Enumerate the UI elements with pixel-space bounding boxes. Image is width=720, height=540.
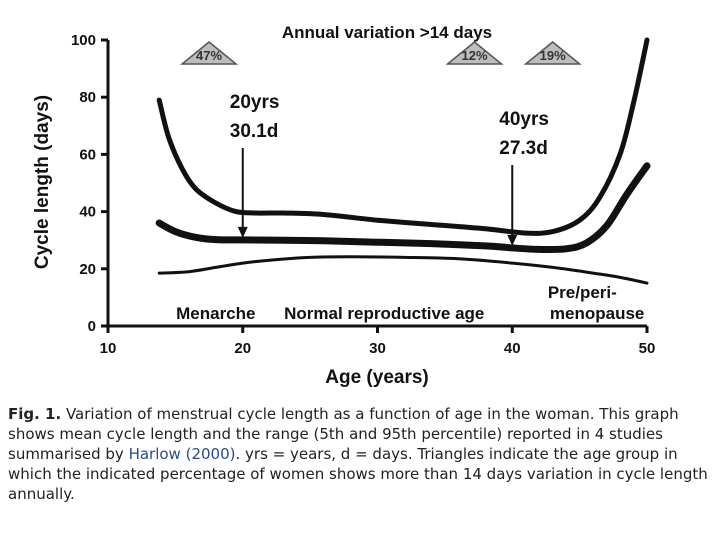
cycle-length-chart: 0 20 40 60 80 100 10 20 30 40 50 47% 12% 19% 20yrs 30.… (32, 23, 655, 388)
y-tick-label: 80 (79, 89, 96, 106)
phase-label: Normal reproductive age (284, 304, 484, 323)
series-line-mean (155, 162, 651, 254)
figure-caption: Fig. 1. Variation of menstrual cycle len… (8, 404, 708, 504)
phase-label: Menarche (176, 304, 255, 323)
x-tick-label: 20 (234, 340, 251, 357)
x-tick-label: 40 (504, 340, 521, 357)
y-axis-title: Cycle length (days) (32, 95, 53, 269)
variation-triangle (445, 41, 504, 65)
y-tick-label: 20 (79, 261, 96, 278)
y-tick-label: 100 (71, 32, 96, 49)
annotation-layer: 47% 12% 19% 20yrs 30.1d 40yrs 27.3d Menarche Nor… (176, 41, 644, 323)
annotation-arrow-head (507, 234, 518, 246)
caption-text-after: . yrs = years, d = days. Triangles indic… (8, 445, 708, 503)
annotation-age-label: 40yrs (499, 109, 549, 130)
triangle-percent-label: 12% (462, 48, 488, 63)
x-tick-label: 50 (639, 340, 656, 357)
caption-fig-label: Fig. 1. (8, 405, 62, 423)
y-tick-label: 0 (88, 318, 96, 335)
series-layer (155, 37, 651, 285)
series-line-95th-percentile (156, 37, 650, 236)
axes-layer: 0 20 40 60 80 100 10 20 30 40 50 (71, 32, 655, 357)
caption-text-before: Variation of menstrual cycle length as a… (8, 405, 679, 463)
variation-triangle (523, 41, 582, 65)
x-tick-label: 30 (369, 340, 386, 357)
annotation-age-label: 20yrs (230, 92, 280, 113)
x-tick-label: 10 (100, 340, 117, 357)
caption-reference-link[interactable]: Harlow (2000) (128, 445, 236, 463)
chart-title: Annual variation >14 days (282, 23, 492, 42)
y-tick-label: 40 (79, 204, 96, 221)
x-axis-title: Age (years) (325, 367, 429, 388)
triangle-percent-label: 47% (196, 48, 222, 63)
annotation-length-label: 30.1d (230, 121, 279, 142)
phase-label: Pre/peri- (548, 283, 617, 302)
series-line-5th-percentile (157, 255, 649, 285)
annotation-length-label: 27.3d (499, 138, 548, 159)
y-tick-label: 60 (79, 146, 96, 163)
triangle-percent-label: 19% (540, 48, 566, 63)
variation-triangle (179, 41, 239, 65)
chart-svg: 0 20 40 60 80 100 10 20 30 40 50 47% 12% 19% 20yrs 30.… (32, 23, 655, 388)
annotation-arrow-head (237, 226, 248, 238)
phase-label: menopause (550, 304, 644, 323)
